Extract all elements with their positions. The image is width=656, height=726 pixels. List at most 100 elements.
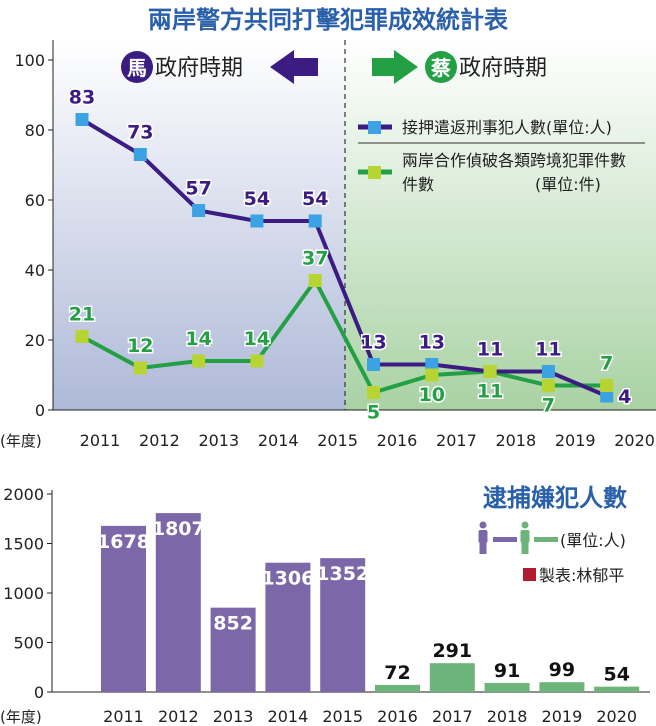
- tsai-period-background: [345, 40, 656, 410]
- tsai-period-label: 政府時期: [459, 56, 547, 81]
- data-label: 83: [69, 87, 95, 109]
- data-point: [308, 274, 322, 287]
- legend-line-purple: [493, 537, 517, 542]
- bar: [484, 682, 530, 692]
- data-point: [367, 358, 380, 371]
- legend-label: 接押遣返刑事犯人數(單位:人): [402, 118, 612, 137]
- bar: [539, 682, 585, 692]
- data-label: 14: [185, 328, 211, 350]
- y-tick-label: 500: [13, 634, 44, 653]
- person-icon-green-body: [520, 530, 530, 543]
- chart-title: 兩岸警方共同打擊犯罪成效統計表: [148, 6, 509, 34]
- data-label: 11: [477, 381, 503, 403]
- data-label: 13: [360, 332, 386, 354]
- x-tick-label: 2014: [268, 707, 309, 726]
- bar-unit: (單位:人): [560, 531, 626, 550]
- data-point: [192, 204, 206, 217]
- x-tick-label: 2012: [158, 707, 199, 726]
- y-tick-label: 20: [25, 331, 45, 350]
- bar-label: 291: [432, 640, 472, 662]
- tsai-badge-text: 蔡: [430, 56, 451, 80]
- left-arrow-icon: [270, 50, 318, 84]
- data-point: [133, 361, 147, 375]
- data-point: [541, 379, 555, 392]
- data-label: 14: [244, 328, 270, 350]
- legend-label: 兩岸合作偵破各類跨境犯罪件數: [402, 151, 626, 170]
- legend-label-unit: (單位:件): [535, 175, 601, 194]
- bar-label: 852: [213, 613, 253, 635]
- x-tick-label: 2019: [542, 707, 583, 726]
- legend-label-cont: 件數: [402, 175, 434, 194]
- bar-label: 91: [494, 660, 520, 682]
- data-label: 54: [244, 188, 270, 210]
- x-tick-label: 2015: [317, 431, 358, 450]
- data-label: 21: [69, 304, 95, 326]
- x-tick-label: 2017: [432, 707, 473, 726]
- x-tick-label: 2018: [487, 707, 528, 726]
- line-chart: 兩岸警方共同打擊犯罪成效統計表 0 20 40 60 80 100 (年度) 2011 2012 2…: [0, 6, 656, 450]
- bar: [594, 686, 640, 692]
- x-tick-label: 2019: [555, 431, 596, 450]
- tsai-badge: [425, 51, 457, 83]
- bar: [429, 663, 475, 692]
- x-tick-label: 2016: [377, 707, 418, 726]
- x-tick-label: 2011: [103, 707, 144, 726]
- bar-label: 1352: [316, 563, 369, 585]
- data-point: [425, 358, 439, 371]
- data-label: 7: [600, 353, 613, 375]
- bar: [101, 525, 146, 692]
- data-point: [250, 354, 264, 368]
- bar: [155, 513, 201, 692]
- data-label: 11: [535, 339, 561, 361]
- data-point: [75, 330, 89, 343]
- y-tick-label: 80: [25, 121, 45, 140]
- x-axis-prefix: (年度): [0, 708, 42, 726]
- legend-marker: [368, 121, 381, 134]
- credit-marker: [523, 568, 536, 581]
- data-point: [600, 389, 614, 403]
- bar-label: 1807: [152, 518, 205, 540]
- x-tick-label: 2013: [198, 431, 239, 450]
- x-tick-label: 2015: [322, 707, 363, 726]
- x-tick-label: 2018: [495, 431, 536, 450]
- bar-chart: 0 500 1000 1500 2000 (年度) 1678 2011 1807 2012 852 2…: [0, 484, 650, 726]
- data-point: [483, 365, 497, 378]
- person-icon-purple-body: [478, 530, 488, 543]
- right-arrow-icon: [372, 50, 418, 84]
- bar: [320, 558, 366, 692]
- y-tick-label: 1500: [3, 535, 44, 554]
- legend-marker: [368, 166, 381, 179]
- x-tick-label: 2016: [377, 431, 418, 450]
- y-tick-label: 40: [25, 261, 45, 280]
- data-label: 10: [419, 384, 445, 406]
- data-point: [308, 214, 322, 228]
- legend-line-green: [534, 537, 558, 542]
- x-tick-label: 2011: [80, 431, 121, 450]
- data-point: [367, 386, 380, 399]
- x-tick-label: 2020: [596, 707, 637, 726]
- y-tick-label: 1000: [3, 584, 44, 603]
- y-tick-label: 100: [14, 51, 45, 70]
- data-point: [133, 148, 147, 161]
- person-icon-purple-legs: [479, 543, 487, 554]
- credit: 製表:林郁平: [539, 566, 624, 585]
- data-label: 73: [127, 122, 153, 144]
- data-point: [600, 379, 614, 392]
- data-point: [250, 214, 264, 228]
- data-label: 11: [477, 339, 503, 361]
- data-label: 12: [127, 335, 153, 357]
- x-tick-label: 2017: [436, 431, 477, 450]
- data-point: [192, 354, 206, 368]
- y-tick-label: 2000: [3, 485, 44, 504]
- ma-badge: [121, 51, 153, 83]
- series-line-0: [80, 117, 608, 398]
- bar: [375, 684, 420, 692]
- bar-chart-title: 逮捕嫌犯人數: [483, 484, 627, 512]
- data-label: 37: [302, 248, 328, 270]
- bar-label: 72: [384, 662, 410, 684]
- y-tick-label: 60: [25, 191, 45, 210]
- bar-label: 54: [603, 664, 629, 686]
- bar-label: 99: [549, 659, 575, 681]
- person-icon-green-head: [521, 521, 529, 529]
